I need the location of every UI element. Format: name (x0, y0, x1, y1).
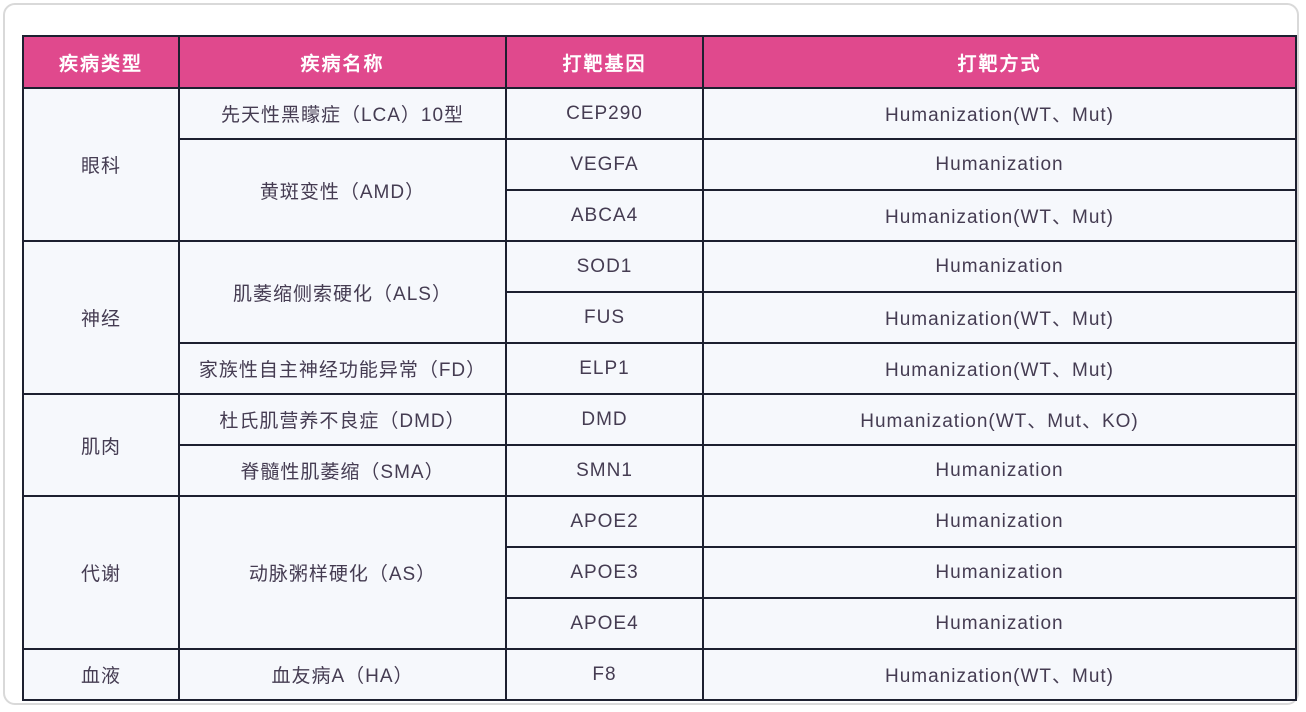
header-row: 疾病类型 疾病名称 打靶基因 打靶方式 (22, 35, 1297, 89)
cell-target-gene: APOE2 (505, 495, 704, 548)
table-row: 神经 肌萎缩侧索硬化（ALS） SOD1 Humanization (22, 240, 1297, 395)
cell-target-gene: CEP290 (505, 87, 704, 140)
cell-target-gene: SOD1 (505, 240, 704, 293)
table-row: FUS Humanization(WT、Mut) (23, 291, 1297, 344)
table-row: 代谢 动脉粥样硬化（AS） APOE2 Humanization (22, 495, 1297, 650)
cell-target-method: Humanization (702, 495, 1297, 548)
cell-disease-name: 黄斑变性（AMD） (178, 138, 507, 242)
cell-target-method: Humanization(WT、Mut) (702, 291, 1297, 344)
table-header: 疾病类型 疾病名称 打靶基因 打靶方式 (22, 35, 1297, 89)
cell-target-gene: FUS (505, 291, 704, 344)
cell-disease-name: 家族性自主神经功能异常（FD） (178, 342, 507, 395)
cell-target-method: Humanization (702, 240, 1297, 293)
table-row: 黄斑变性（AMD） VEGFA Humanization (23, 138, 1297, 242)
cell-disease-type: 代谢 (22, 495, 180, 650)
cell-target-method: Humanization(WT、Mut) (702, 342, 1297, 395)
cell-target-gene: F8 (505, 648, 704, 701)
disease-gene-table: 疾病类型 疾病名称 打靶基因 打靶方式 眼科 先天性黑矇症（LCA）10型 CEP290 H… (22, 35, 1297, 701)
cell-target-method: Humanization(WT、Mut) (702, 648, 1297, 701)
page-card: 疾病类型 疾病名称 打靶基因 打靶方式 眼科 先天性黑矇症（LCA）10型 CEP290 H… (3, 3, 1299, 705)
header-target-gene: 打靶基因 (505, 35, 704, 89)
cell-target-gene: SMN1 (505, 444, 704, 497)
cell-target-method: Humanization(WT、Mut) (702, 87, 1297, 140)
cell-target-gene: DMD (505, 393, 704, 446)
cell-target-gene: VEGFA (505, 138, 704, 191)
cell-target-method: Humanization (702, 138, 1297, 191)
cell-disease-type: 血液 (22, 648, 180, 701)
cell-target-gene: APOE4 (505, 597, 704, 650)
table-row: 肌肉 杜氏肌营养不良症（DMD） DMD Humanization(WT、Mut、KO… (22, 393, 1297, 497)
cell-disease-type: 眼科 (22, 87, 180, 242)
cell-disease-type: 肌肉 (22, 393, 180, 497)
cell-disease-name: 先天性黑矇症（LCA）10型 (178, 87, 507, 140)
table-row: 血液 血友病A（HA） F8 Humanization(WT、Mut) (22, 648, 1297, 701)
cell-target-gene: APOE3 (505, 546, 704, 599)
cell-target-method: Humanization (702, 444, 1297, 497)
cell-target-method: Humanization (702, 597, 1297, 650)
cell-disease-name: 脊髓性肌萎缩（SMA） (178, 444, 507, 497)
table-row: ABCA4 Humanization(WT、Mut) (23, 189, 1297, 242)
cell-disease-name: 肌萎缩侧索硬化（ALS） (178, 240, 507, 344)
table-row: 家族性自主神经功能异常（FD） ELP1 Humanization(WT、Mut) (23, 342, 1297, 395)
cell-disease-name: 动脉粥样硬化（AS） (178, 495, 507, 650)
header-disease-type: 疾病类型 (22, 35, 180, 89)
cell-disease-name: 血友病A（HA） (178, 648, 507, 701)
cell-disease-name: 杜氏肌营养不良症（DMD） (178, 393, 507, 446)
cell-target-gene: ABCA4 (505, 189, 704, 242)
table-row: APOE4 Humanization (23, 597, 1297, 650)
table-row: 眼科 先天性黑矇症（LCA）10型 CEP290 Humanization(WT、Mu… (22, 87, 1297, 242)
header-disease-name: 疾病名称 (178, 35, 507, 89)
table-row: APOE3 Humanization (23, 546, 1297, 599)
header-target-method: 打靶方式 (702, 35, 1297, 89)
cell-disease-type: 神经 (22, 240, 180, 395)
table-row: 脊髓性肌萎缩（SMA） SMN1 Humanization (23, 444, 1297, 497)
table-body: 眼科 先天性黑矇症（LCA）10型 CEP290 Humanization(WT、Mu… (22, 87, 1297, 701)
cell-target-method: Humanization (702, 546, 1297, 599)
cell-target-method: Humanization(WT、Mut、KO) (702, 393, 1297, 446)
cell-target-gene: ELP1 (505, 342, 704, 395)
cell-target-method: Humanization(WT、Mut) (702, 189, 1297, 242)
